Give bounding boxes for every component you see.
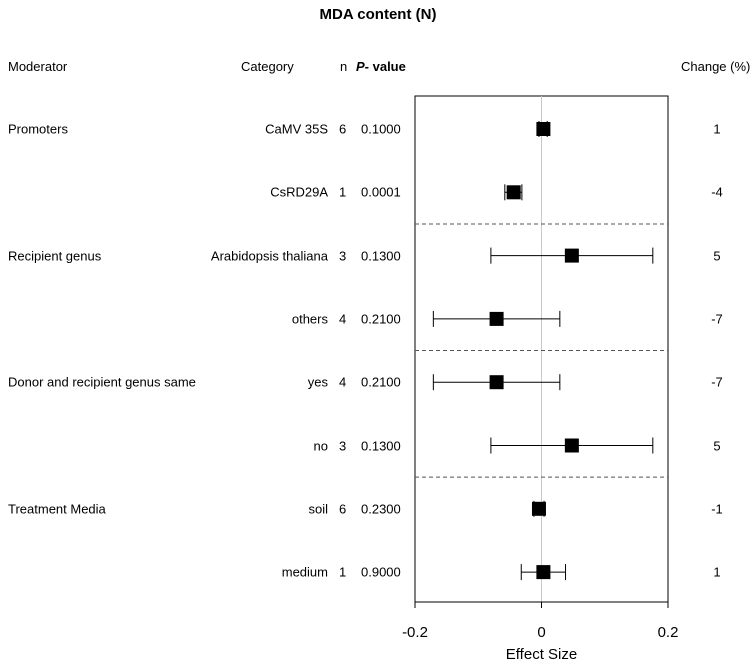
change-value: 1 xyxy=(713,564,721,580)
p-value: 0.2100 xyxy=(361,311,401,327)
p-value: 0.0001 xyxy=(361,184,401,200)
effect-marker xyxy=(564,438,579,453)
effect-marker xyxy=(536,122,551,136)
change-value: 1 xyxy=(713,121,721,137)
effect-marker xyxy=(489,311,504,326)
n-value: 4 xyxy=(339,311,347,327)
x-tick-label: 0.2 xyxy=(658,624,679,641)
p-value: 0.1000 xyxy=(361,121,401,137)
x-tick-label: -0.2 xyxy=(402,624,428,641)
effect-marker xyxy=(506,185,521,200)
change-value: 5 xyxy=(713,438,721,453)
effect-marker xyxy=(536,565,551,580)
n-value: 4 xyxy=(339,374,347,390)
header-n: n xyxy=(340,59,348,74)
p-value: 0.1300 xyxy=(361,248,401,264)
x-tick-label: 0 xyxy=(537,624,545,641)
header-p-value: P- value xyxy=(356,59,406,74)
effect-marker xyxy=(531,501,546,516)
category-label: medium xyxy=(281,564,328,580)
effect-marker xyxy=(564,248,579,263)
category-label: no xyxy=(313,438,328,453)
category-label: yes xyxy=(307,374,328,390)
moderator-label: Treatment Media xyxy=(8,501,106,517)
category-label: soil xyxy=(308,501,328,517)
n-value: 6 xyxy=(339,501,347,517)
p-value: 0.9000 xyxy=(361,564,401,580)
x-axis-label: Effect Size xyxy=(506,646,577,663)
header-p-value-rest: - value xyxy=(364,59,406,74)
n-value: 6 xyxy=(339,121,347,137)
category-label: Arabidopsis thaliana xyxy=(210,248,328,264)
moderator-label: Promoters xyxy=(8,121,68,137)
header-change: Change (%) xyxy=(681,59,751,74)
change-value: -1 xyxy=(711,501,723,517)
category-label: CaMV 35S xyxy=(265,121,328,137)
n-value: 3 xyxy=(339,438,347,453)
chart-title: MDA content (N) xyxy=(319,6,437,23)
header-p-value-italic: P xyxy=(356,59,365,74)
effect-marker xyxy=(489,375,504,390)
moderator-label: Donor and recipient genus same xyxy=(8,374,196,390)
category-label: others xyxy=(291,311,328,327)
change-value: -7 xyxy=(711,311,723,327)
moderator-label: Recipient genus xyxy=(8,248,102,264)
change-value: 5 xyxy=(713,248,721,264)
p-value: 0.2300 xyxy=(361,501,401,517)
category-label: CsRD29A xyxy=(270,184,328,200)
n-value: 1 xyxy=(339,184,347,200)
change-value: -7 xyxy=(711,374,723,390)
n-value: 3 xyxy=(339,248,347,264)
p-value: 0.1300 xyxy=(361,438,401,453)
header-category: Category xyxy=(241,59,294,74)
change-value: -4 xyxy=(711,184,723,200)
p-value: 0.2100 xyxy=(361,374,401,390)
header-moderator: Moderator xyxy=(8,59,68,74)
n-value: 1 xyxy=(339,564,347,580)
